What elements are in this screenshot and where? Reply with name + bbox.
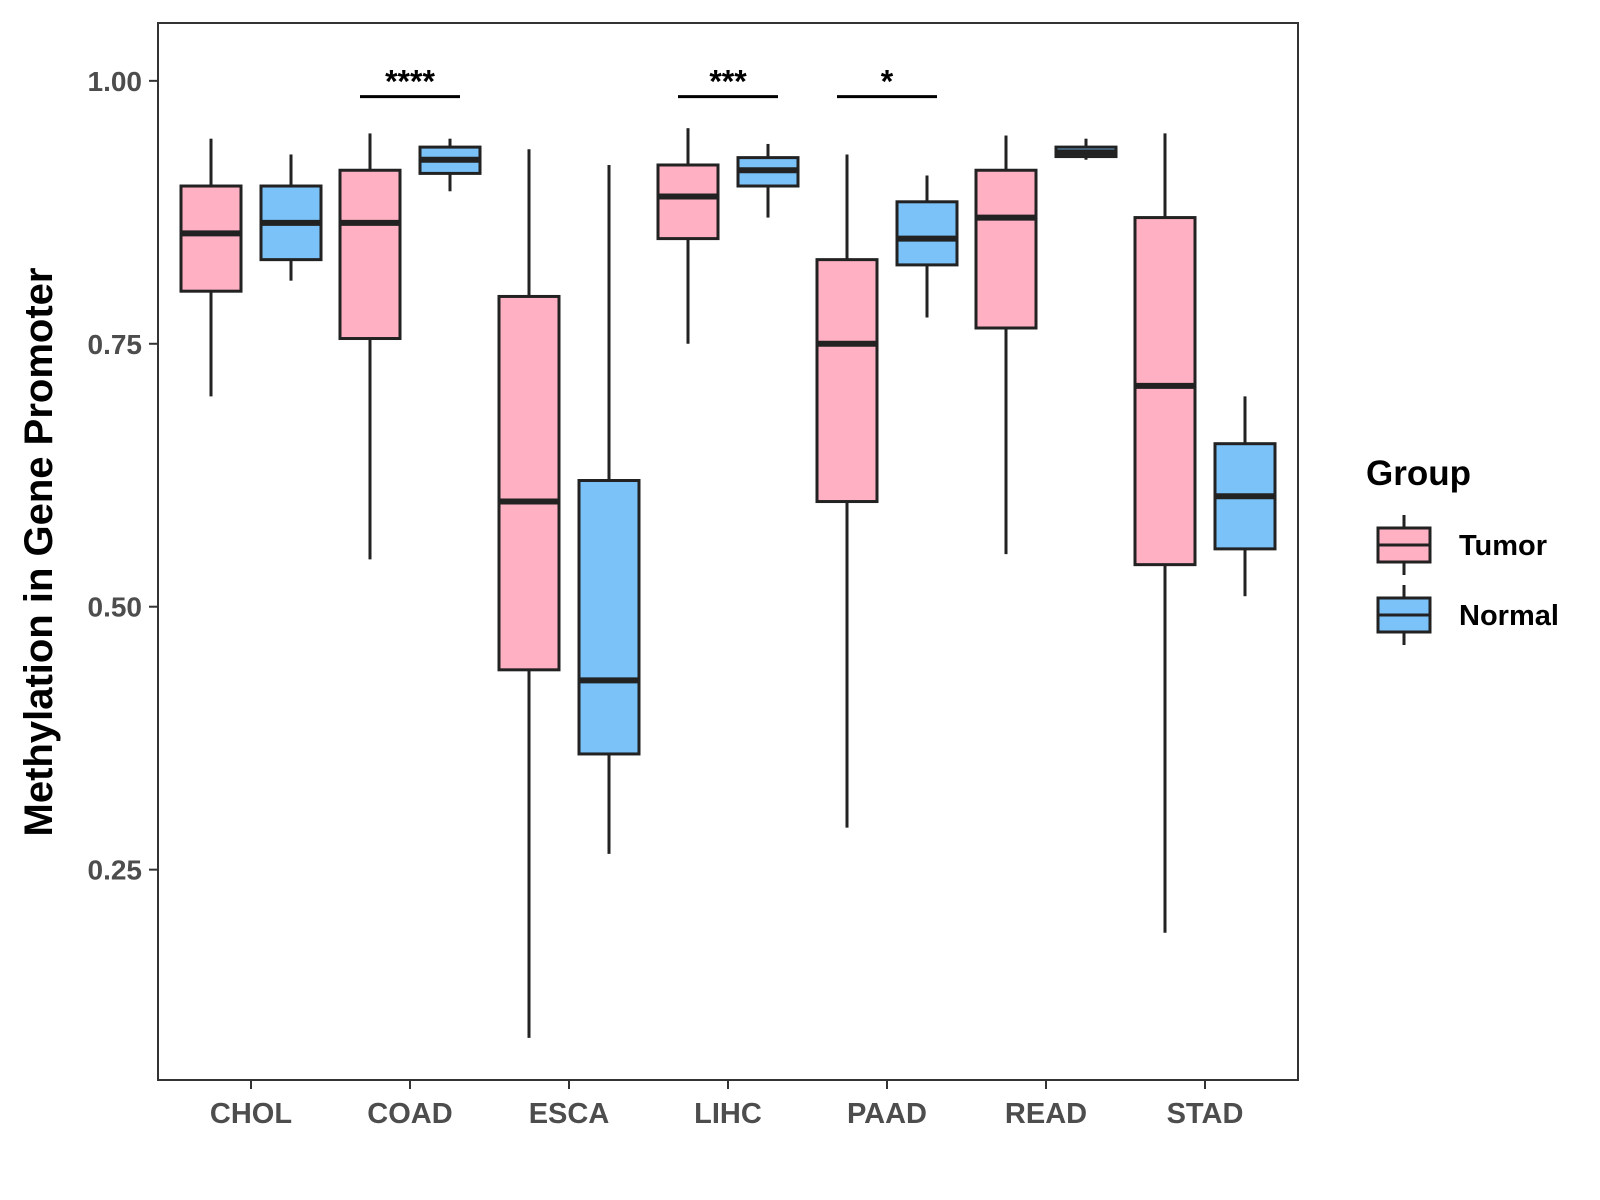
box-normal-paad	[895, 175, 959, 318]
y-axis-title: Methylation in Gene Promoter	[17, 268, 61, 837]
box-normal-coad	[418, 138, 482, 192]
significance-paad: *	[837, 64, 937, 100]
plot-panel-border	[157, 22, 1299, 1081]
x-tick-label-read: READ	[1005, 1098, 1087, 1130]
significance-label: *	[881, 64, 894, 100]
box-tumor-read	[974, 135, 1038, 555]
legend-label-normal: Normal	[1459, 600, 1559, 632]
y-axis: 0.25 0.50 0.75 1.00	[88, 66, 158, 886]
box-tumor-esca	[497, 149, 561, 1038]
significance-label: ****	[385, 64, 435, 100]
box-normal-stad	[1213, 396, 1277, 597]
box-normal-esca	[577, 164, 641, 854]
significance-coad: ****	[360, 64, 460, 100]
box-tumor-chol	[179, 138, 243, 397]
box-body	[895, 200, 959, 267]
significance-label: ***	[709, 64, 747, 100]
legend: Group Tumor Normal	[1366, 454, 1559, 645]
box-body	[497, 294, 561, 672]
y-tick-label-0: 0.25	[88, 855, 143, 886]
box-body	[656, 163, 720, 241]
box-tumor-coad	[338, 133, 402, 560]
x-tick-label-stad: STAD	[1167, 1098, 1244, 1130]
box-body	[338, 168, 402, 341]
y-tick-label-2: 0.75	[88, 329, 143, 360]
box-normal-lihc	[736, 143, 800, 218]
box-normal-read	[1054, 138, 1118, 160]
box-tumor-lihc	[656, 128, 720, 344]
box-body	[1133, 216, 1197, 567]
legend-item-normal: Normal	[1376, 585, 1559, 645]
significance-lihc: ***	[678, 64, 778, 100]
box-body	[974, 168, 1038, 330]
plot-area: **** *** *	[179, 64, 1277, 1038]
y-tick-label-1: 0.50	[88, 592, 143, 623]
x-tick-label-coad: COAD	[367, 1098, 452, 1130]
box-tumor-stad	[1133, 133, 1197, 933]
x-tick-label-esca: ESCA	[529, 1098, 610, 1130]
box-body	[179, 184, 243, 293]
y-tick-label-3: 1.00	[88, 66, 143, 97]
box-body	[815, 258, 879, 504]
box-normal-chol	[259, 154, 323, 281]
legend-label-tumor: Tumor	[1459, 530, 1547, 562]
legend-item-tumor: Tumor	[1376, 515, 1547, 575]
x-tick-label-lihc: LIHC	[694, 1098, 762, 1130]
box-tumor-paad	[815, 154, 879, 828]
legend-title: Group	[1366, 454, 1471, 493]
box-body	[577, 479, 641, 756]
x-axis: CHOL COAD ESCA LIHC PAAD READ STAD	[210, 1080, 1243, 1130]
x-tick-label-chol: CHOL	[210, 1098, 292, 1130]
x-tick-label-paad: PAAD	[847, 1098, 927, 1130]
